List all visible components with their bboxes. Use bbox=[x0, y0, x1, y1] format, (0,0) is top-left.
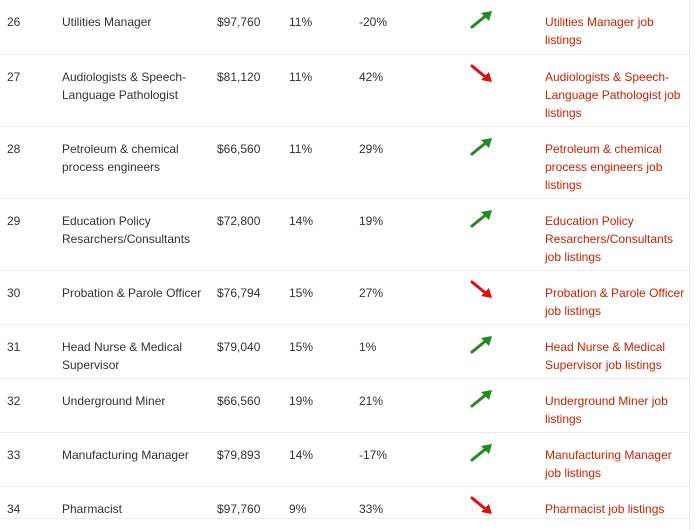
job-listings-cell: Manufacturing Manager job listings bbox=[545, 432, 689, 486]
table-body: 26 Utilities Manager $97,760 11% -20% Utiliti… bbox=[0, 0, 689, 518]
trend-cell bbox=[469, 270, 545, 324]
growth-cell: -17% bbox=[359, 447, 388, 462]
trend-down-arrow-icon bbox=[469, 279, 495, 301]
job-title-cell: Pharmacist bbox=[62, 501, 123, 516]
unemployment-cell: 11% bbox=[289, 15, 313, 29]
table-row: 31 Head Nurse & Medical Supervisor $79,040… bbox=[0, 324, 689, 378]
trend-up-arrow-icon bbox=[469, 333, 495, 355]
job-title-cell: Utilities Manager bbox=[62, 15, 152, 29]
job-title-cell: Underground Miner bbox=[62, 393, 166, 408]
rank-cell: 34 bbox=[7, 501, 21, 516]
job-listings-cell: Pharmacist job listings bbox=[545, 486, 689, 518]
trend-cell bbox=[469, 126, 545, 198]
salary-cell: $79,040 bbox=[217, 339, 261, 354]
rank-cell: 31 bbox=[7, 339, 21, 354]
table-row: 33 Manufacturing Manager $79,893 14% -17% Man… bbox=[0, 432, 689, 486]
table-row: 34 Pharmacist $97,760 9% 33% Pharmacist job l… bbox=[0, 486, 689, 518]
unemployment-cell: 14% bbox=[289, 213, 314, 228]
trend-down-arrow-icon bbox=[469, 495, 495, 517]
trend-up-arrow-icon bbox=[469, 8, 495, 30]
growth-cell: -20% bbox=[359, 15, 388, 29]
right-border bbox=[689, 0, 690, 530]
job-title-cell: Manufacturing Manager bbox=[62, 447, 189, 462]
salary-cell: $66,560 bbox=[217, 141, 261, 156]
salary-cell: $97,760 bbox=[217, 501, 261, 516]
growth-cell: 33% bbox=[359, 501, 384, 516]
rank-cell: 30 bbox=[7, 285, 21, 300]
unemployment-cell: 11% bbox=[289, 69, 313, 84]
trend-cell bbox=[469, 378, 545, 432]
salary-cell: $76,794 bbox=[217, 285, 261, 300]
unemployment-cell: 14% bbox=[289, 447, 314, 462]
job-title-cell: Audiologists & Speech-Language Pathologi… bbox=[62, 69, 187, 102]
salary-cell: $81,120 bbox=[217, 69, 261, 84]
rank-cell: 28 bbox=[7, 141, 21, 156]
job-listings-cell: Audiologists & Speech-Language Pathologi… bbox=[545, 54, 689, 126]
growth-cell: 19% bbox=[359, 213, 384, 228]
table-row: 26 Utilities Manager $97,760 11% -20% Utiliti… bbox=[0, 0, 689, 54]
trend-cell bbox=[469, 198, 545, 270]
salary-cell: $66,560 bbox=[217, 393, 261, 408]
table-row: 28 Petroleum & chemical process engineers… bbox=[0, 126, 689, 198]
rank-cell: 32 bbox=[7, 393, 21, 408]
job-listings-link[interactable]: Audiologists & Speech-Language Pathologi… bbox=[545, 69, 681, 120]
job-listings-link[interactable]: Utilities Manager job listings bbox=[545, 15, 654, 47]
salary-cell: $79,893 bbox=[217, 447, 261, 462]
rank-cell: 27 bbox=[7, 69, 21, 84]
trend-cell bbox=[469, 0, 545, 54]
job-listings-link[interactable]: Head Nurse & Medical Supervisor job list… bbox=[545, 339, 666, 372]
unemployment-cell: 11% bbox=[289, 141, 313, 156]
trend-up-arrow-icon bbox=[469, 135, 495, 157]
trend-cell bbox=[469, 486, 545, 518]
job-listings-link[interactable]: Probation & Parole Officer job listings bbox=[545, 285, 685, 318]
job-listings-cell: Petroleum & chemical process engineers j… bbox=[545, 126, 689, 198]
trend-down-arrow-icon bbox=[469, 63, 495, 85]
trend-up-arrow-icon bbox=[469, 207, 495, 229]
trend-up-arrow-icon bbox=[469, 441, 495, 463]
growth-cell: 42% bbox=[359, 69, 384, 84]
unemployment-cell: 19% bbox=[289, 393, 314, 408]
job-title-cell: Probation & Parole Officer bbox=[62, 285, 202, 300]
job-listings-cell: Utilities Manager job listings bbox=[545, 0, 689, 54]
table-row: 27 Audiologists & Speech-Language Patholo… bbox=[0, 54, 689, 126]
job-listings-link[interactable]: Pharmacist job listings bbox=[545, 501, 665, 516]
rank-cell: 33 bbox=[7, 447, 21, 462]
job-title-cell: Petroleum & chemical process engineers bbox=[62, 141, 179, 174]
trend-cell bbox=[469, 54, 545, 126]
table-row: 29 Education Policy Resarchers/Consultant… bbox=[0, 198, 689, 270]
job-listings-cell: Head Nurse & Medical Supervisor job list… bbox=[545, 324, 689, 378]
table-row: 32 Underground Miner $66,560 19% 21% Undergro… bbox=[0, 378, 689, 432]
trend-cell bbox=[469, 324, 545, 378]
salary-cell: $72,800 bbox=[217, 213, 261, 228]
job-listings-link[interactable]: Petroleum & chemical process engineers j… bbox=[545, 141, 663, 192]
trend-up-arrow-icon bbox=[469, 387, 495, 409]
rank-cell: 29 bbox=[7, 213, 21, 228]
job-listings-cell: Underground Miner job listings bbox=[545, 378, 689, 432]
growth-cell: 1% bbox=[359, 339, 377, 354]
rank-cell: 26 bbox=[7, 15, 21, 29]
table-row: 30 Probation & Parole Officer $76,794 15% 27… bbox=[0, 270, 689, 324]
job-listings-link[interactable]: Underground Miner job listings bbox=[545, 393, 668, 426]
growth-cell: 29% bbox=[359, 141, 384, 156]
job-listings-cell: Education Policy Resarchers/Consultants … bbox=[545, 198, 689, 270]
growth-cell: 21% bbox=[359, 393, 384, 408]
unemployment-cell: 15% bbox=[289, 285, 314, 300]
job-title-cell: Education Policy Resarchers/Consultants bbox=[62, 213, 191, 246]
job-listings-link[interactable]: Manufacturing Manager job listings bbox=[545, 447, 672, 480]
job-title-cell: Head Nurse & Medical Supervisor bbox=[62, 339, 183, 372]
unemployment-cell: 15% bbox=[289, 339, 314, 354]
job-ranking-table: 26 Utilities Manager $97,760 11% -20% Utiliti… bbox=[0, 0, 689, 518]
job-listings-link[interactable]: Education Policy Resarchers/Consultants … bbox=[545, 213, 674, 264]
job-listings-cell: Probation & Parole Officer job listings bbox=[545, 270, 689, 324]
growth-cell: 27% bbox=[359, 285, 384, 300]
unemployment-cell: 9% bbox=[289, 501, 307, 516]
salary-cell: $97,760 bbox=[217, 15, 261, 29]
trend-cell bbox=[469, 432, 545, 486]
